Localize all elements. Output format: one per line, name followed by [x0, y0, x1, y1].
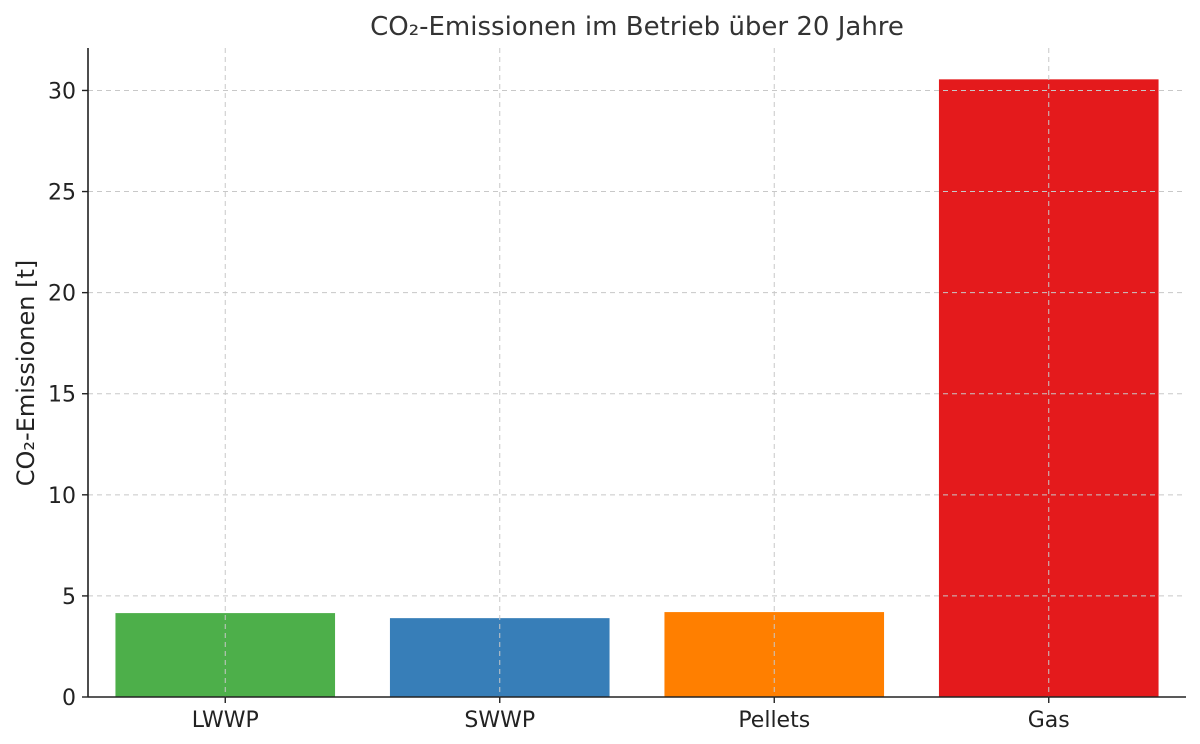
y-tick-label: 0	[62, 686, 76, 711]
grid-layer	[88, 48, 1186, 697]
bar-swwp	[389, 618, 610, 697]
y-axis-label: CO₂-Emissionen [t]	[12, 260, 40, 486]
x-tick-label: LWWP	[192, 708, 259, 733]
x-tick-label: Gas	[1028, 708, 1070, 733]
x-tick-labels: LWWP SWWP Pellets Gas	[192, 697, 1070, 733]
y-tick-label: 30	[48, 79, 76, 104]
y-tick-label: 25	[48, 181, 76, 206]
axes-spines	[87, 48, 1186, 698]
y-tick-label: 10	[48, 484, 76, 509]
chart-title: CO₂-Emissionen im Betrieb über 20 Jahre	[370, 12, 904, 42]
bar-layer	[115, 79, 1159, 697]
y-tick-label: 20	[48, 282, 76, 307]
x-tick-label: Pellets	[738, 708, 810, 733]
y-tick-label: 5	[62, 585, 76, 610]
y-tick-labels: 0 5 10 15 20 25 30	[48, 79, 88, 711]
bar-gas	[938, 79, 1159, 697]
x-tick-label: SWWP	[464, 708, 535, 733]
y-tick-label: 15	[48, 383, 76, 408]
